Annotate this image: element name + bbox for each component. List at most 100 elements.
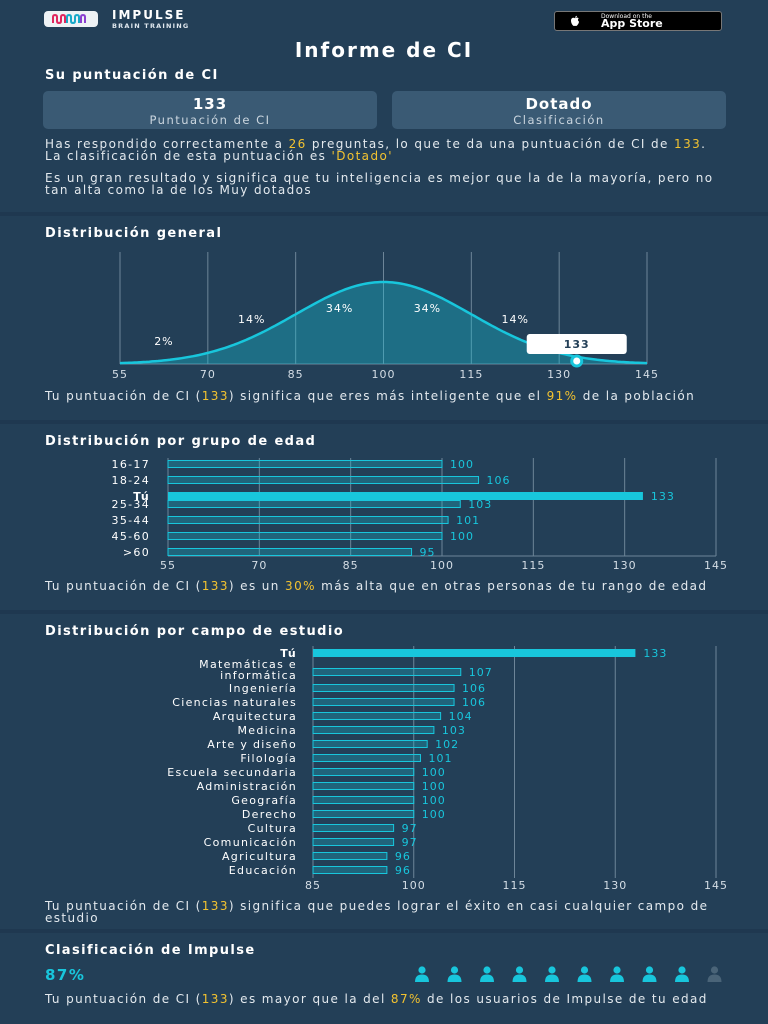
person-icon xyxy=(548,966,556,974)
app-store-button[interactable]: Download on the App Store xyxy=(554,11,722,31)
bar xyxy=(312,726,435,734)
general-summary: Tu puntuación de CI (133) significa que … xyxy=(45,389,696,403)
x-tick-label: 85 xyxy=(288,368,304,381)
person-icon xyxy=(645,966,654,974)
data-label: 107 xyxy=(469,666,493,679)
x-tick-label: 130 xyxy=(603,879,627,892)
category-label: Tú xyxy=(280,647,297,660)
data-label: 103 xyxy=(442,724,466,737)
person-icon xyxy=(613,966,621,974)
person-icon xyxy=(675,974,689,982)
data-label: 133 xyxy=(643,647,667,660)
category-label: 45-60 xyxy=(112,530,150,543)
score-highlight: 133 xyxy=(674,137,702,151)
x-tick-label: 70 xyxy=(251,559,267,572)
x-tick-label: 100 xyxy=(430,559,454,572)
category-label: Educación xyxy=(229,864,297,877)
bar xyxy=(167,500,461,508)
data-label: 102 xyxy=(435,738,459,751)
bar xyxy=(167,476,480,484)
x-tick-label: 115 xyxy=(503,879,527,892)
result-paragraph: Es un gran resultado y significa que tu … xyxy=(45,171,714,197)
person-icon xyxy=(710,966,719,974)
apple-icon xyxy=(571,15,579,26)
person-icon xyxy=(447,974,462,982)
category-label: Geografía xyxy=(231,794,297,807)
bar xyxy=(312,824,395,832)
top-bar: IMPULSE BRAIN TRAINING Download on the A… xyxy=(0,0,768,38)
band-label: 34% xyxy=(326,302,353,315)
x-tick-label: 145 xyxy=(635,368,659,381)
person-icon xyxy=(512,974,527,982)
bar xyxy=(312,684,455,692)
category-label: >60 xyxy=(123,546,150,559)
score-section-title: Su puntuación de CI xyxy=(45,68,219,83)
data-label: 100 xyxy=(422,766,446,779)
category-label: 16-17 xyxy=(112,458,150,471)
data-label: 100 xyxy=(422,780,446,793)
category-label: Administración xyxy=(197,780,297,793)
bar xyxy=(312,782,415,790)
bar xyxy=(312,810,415,818)
category-label: 35-44 xyxy=(112,514,150,527)
x-tick-label: 100 xyxy=(402,879,426,892)
bar xyxy=(312,852,388,860)
x-tick-label: 130 xyxy=(613,559,637,572)
x-tick-label: 85 xyxy=(343,559,359,572)
data-label: 106 xyxy=(487,474,511,487)
impulse-percent: 87% xyxy=(45,966,86,984)
impulse-summary: Tu puntuación de CI (133) es mayor que l… xyxy=(45,992,708,1006)
data-label: 101 xyxy=(428,752,452,765)
person-icon xyxy=(610,974,624,982)
x-tick-label: 130 xyxy=(547,368,571,381)
band-label: 34% xyxy=(414,302,441,315)
data-label: 101 xyxy=(456,514,480,527)
data-label: 100 xyxy=(450,458,474,471)
classification-highlight: 'Dotado' xyxy=(331,149,393,163)
x-tick-label: 55 xyxy=(160,559,176,572)
person-icon xyxy=(480,974,494,982)
general-section-title: Distribución general xyxy=(45,226,223,241)
classification-card: Dotado Clasificación xyxy=(392,91,726,129)
bar xyxy=(167,516,449,524)
bar xyxy=(167,532,443,540)
distribution-area xyxy=(120,282,647,364)
person-icon xyxy=(545,974,559,982)
data-label: 97 xyxy=(402,822,418,835)
person-icon xyxy=(450,966,459,974)
band-label: 14% xyxy=(238,313,265,326)
x-tick-label: 115 xyxy=(521,559,545,572)
category-label: 18-24 xyxy=(112,474,150,487)
bar xyxy=(312,866,388,874)
data-label: 100 xyxy=(422,808,446,821)
data-label: 104 xyxy=(449,710,473,723)
field-summary: Tu puntuación de CI (133) significa que … xyxy=(45,899,709,925)
impulse-section-title: Clasificación de Impulse xyxy=(45,943,256,958)
category-label: Medicina xyxy=(237,724,297,737)
bar xyxy=(312,754,421,762)
category-label: 25-34 xyxy=(112,498,150,511)
data-label: 95 xyxy=(420,546,436,559)
person-icon xyxy=(483,966,491,974)
band-label: 14% xyxy=(502,313,529,326)
category-label: Arte y diseño xyxy=(207,738,297,751)
impulse-logo-icon[interactable] xyxy=(44,11,98,27)
divider xyxy=(0,610,768,614)
bar xyxy=(312,838,395,846)
score-label: Puntuación de CI xyxy=(149,113,271,127)
data-label: 133 xyxy=(651,490,675,503)
category-label: Cultura xyxy=(248,822,297,835)
general-distribution-chart: 55 70 85 100 115 130 145 2% 14% 34% 34% 14% 133 xyxy=(112,252,659,381)
bar xyxy=(168,492,643,500)
x-tick-label: 145 xyxy=(704,879,728,892)
person-icon xyxy=(515,966,524,974)
data-label: 103 xyxy=(468,498,492,511)
score-value: 133 xyxy=(192,95,228,113)
data-label: 106 xyxy=(462,682,486,695)
marker-point xyxy=(570,354,584,368)
person-icon xyxy=(577,974,592,982)
marker-tooltip xyxy=(526,334,627,354)
bar xyxy=(312,768,415,776)
classification-value: Dotado xyxy=(525,95,593,113)
brand-name: IMPULSE xyxy=(112,8,186,22)
